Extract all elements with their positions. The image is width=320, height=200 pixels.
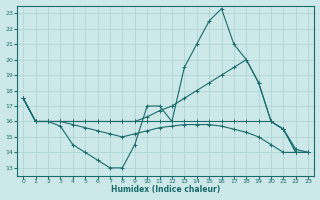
X-axis label: Humidex (Indice chaleur): Humidex (Indice chaleur) (111, 185, 220, 194)
